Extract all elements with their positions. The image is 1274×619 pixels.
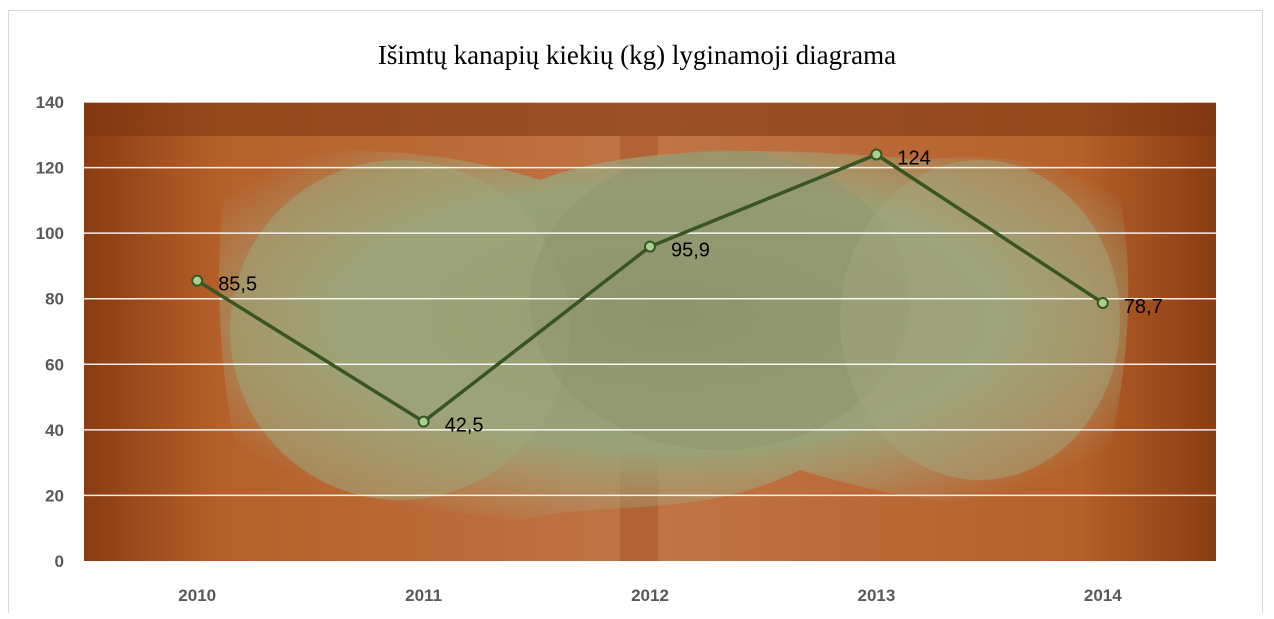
data-label: 78,7 [1124, 296, 1163, 318]
plot-background-photo [84, 102, 1216, 561]
x-tick-label: 2010 [178, 586, 216, 605]
y-tick-label: 20 [45, 486, 64, 505]
data-point [191, 274, 204, 287]
data-label: 95,9 [671, 240, 710, 262]
y-tick-label: 100 [36, 224, 64, 243]
data-point [1096, 296, 1109, 309]
chart-title: Išimtų kanapių kiekių (kg) lyginamoji di… [377, 40, 897, 70]
x-tick-label: 2012 [631, 586, 669, 605]
x-tick-label: 2013 [857, 586, 895, 605]
y-tick-label: 80 [45, 290, 64, 309]
data-label: 42,5 [445, 415, 484, 437]
data-point [870, 148, 883, 161]
y-axis-ticks: 0 20 40 60 80 100 120 140 [36, 93, 64, 571]
data-point [417, 415, 430, 428]
x-axis-ticks: 2010 2011 2012 2013 2014 [178, 586, 1122, 605]
y-tick-label: 120 [36, 159, 64, 178]
data-markers [191, 148, 1109, 428]
data-label: 85,5 [218, 274, 257, 296]
y-tick-label: 40 [45, 421, 64, 440]
y-tick-label: 140 [36, 93, 64, 112]
gridlines [84, 101, 1216, 497]
data-point [644, 240, 656, 253]
x-tick-label: 2014 [1084, 586, 1122, 605]
data-labels: 85,5 42,5 95,9 124 78,7 [218, 147, 1163, 436]
y-tick-label: 0 [55, 552, 64, 571]
data-label: 124 [897, 147, 930, 169]
y-tick-label: 60 [45, 355, 64, 374]
x-tick-label: 2011 [405, 586, 442, 605]
